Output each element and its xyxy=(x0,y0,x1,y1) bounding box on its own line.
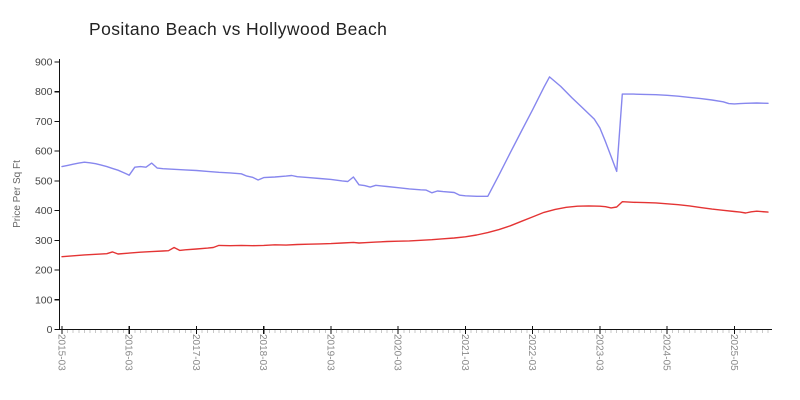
x-tick-label: 2019-03 xyxy=(324,334,335,371)
x-tick-label: 2016-03 xyxy=(123,334,134,371)
y-axis-title: Price Per Sq Ft xyxy=(12,160,23,228)
x-tick-label: 2018-03 xyxy=(257,334,268,371)
x-tick-label: 2021-03 xyxy=(459,334,470,371)
y-tick-label: 0 xyxy=(47,324,53,336)
y-tick-label: 500 xyxy=(35,175,53,187)
y-tick-label: 100 xyxy=(35,294,53,306)
x-tick-label: 2015-03 xyxy=(56,334,67,371)
series-line-hollywood-beach xyxy=(61,200,769,258)
y-tick-label: 700 xyxy=(35,116,53,128)
y-tick-label: 400 xyxy=(35,205,53,217)
y-tick-label: 300 xyxy=(35,235,53,247)
x-tick-label: 2025-05 xyxy=(728,334,739,371)
series-line-positano-beach xyxy=(61,76,769,198)
x-tick-label: 2024-05 xyxy=(661,334,672,371)
x-tick-label: 2017-03 xyxy=(190,334,201,371)
x-tick-label: 2023-03 xyxy=(593,334,604,371)
y-tick-label: 800 xyxy=(35,86,53,98)
y-tick-label: 900 xyxy=(35,57,53,69)
y-tick-label: 200 xyxy=(35,265,53,277)
chart-title: Positano Beach vs Hollywood Beach xyxy=(89,19,388,39)
x-tick-label: 2022-03 xyxy=(526,334,537,371)
x-tick-label: 2020-03 xyxy=(392,334,403,371)
y-tick-label: 600 xyxy=(35,146,53,158)
